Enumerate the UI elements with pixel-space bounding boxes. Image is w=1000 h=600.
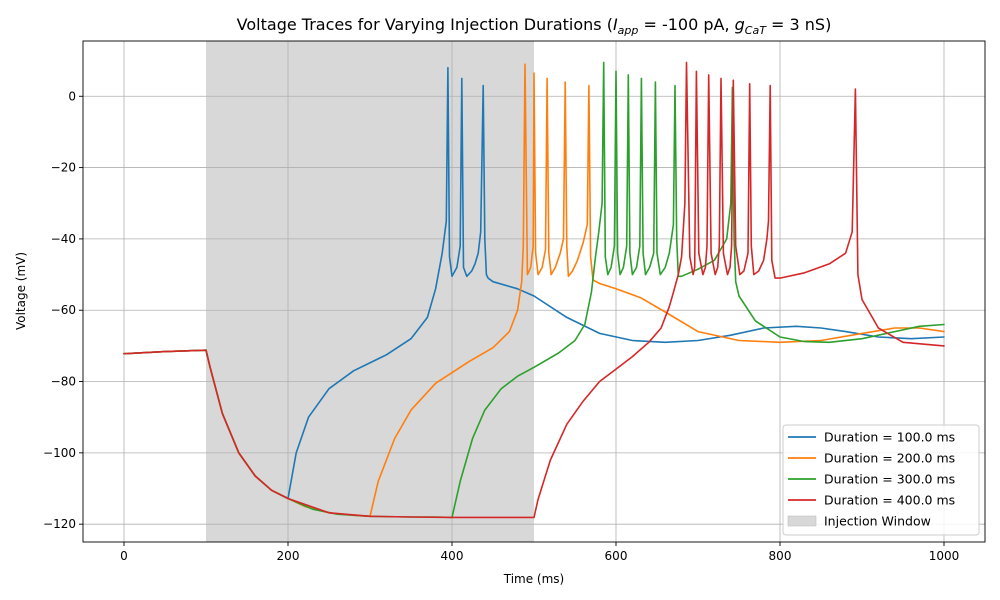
x-axis-label: Time (ms)	[503, 572, 565, 586]
title-var-g: g	[735, 15, 745, 34]
y-tick-label: −100	[43, 446, 76, 460]
axes-frame	[82, 40, 986, 543]
y-axis-label: Voltage (mV)	[14, 252, 28, 330]
title-mid: = -100 pA,	[638, 15, 734, 34]
x-tick-label: 800	[769, 549, 792, 563]
legend: Duration = 100.0 ms Duration = 200.0 ms Du…	[782, 424, 980, 536]
legend-box	[782, 424, 980, 536]
title-suffix: = 3 nS)	[766, 15, 831, 34]
legend-label-3: Duration = 300.0 ms	[824, 472, 955, 487]
legend-swatch-window	[787, 515, 817, 527]
x-tick-label: 0	[120, 549, 128, 563]
x-tick-label: 1000	[929, 549, 960, 563]
legend-label-1: Duration = 100.0 ms	[824, 430, 955, 445]
y-tick-label: −80	[51, 375, 76, 389]
series-group	[123, 61, 945, 519]
y-tick-label: −60	[51, 303, 76, 317]
title-prefix: Voltage Traces for Varying Injection Dur…	[237, 15, 613, 34]
title-sub-app: app	[618, 24, 639, 37]
chart-title: Voltage Traces for Varying Injection Dur…	[237, 15, 832, 37]
y-tick-label: 0	[68, 89, 76, 103]
series-line-4	[123, 61, 945, 519]
title-sub-cat: CaT	[745, 24, 767, 37]
legend-label-2: Duration = 200.0 ms	[824, 451, 955, 466]
series-line-1	[123, 66, 945, 500]
injection-window-band	[206, 41, 534, 542]
y-tick-label: −20	[51, 161, 76, 175]
y-tick-label: −120	[43, 517, 76, 531]
x-tick-label: 400	[441, 549, 464, 563]
y-tick-label: −40	[51, 232, 76, 246]
x-tick-label: 200	[277, 549, 300, 563]
plot-area: 0 200 400 600 800 1000 −120 −100 −80 −60 −40 −20 0	[43, 40, 986, 563]
x-tick-label: 600	[605, 549, 628, 563]
title-var-i: I	[613, 15, 618, 34]
legend-label-5: Injection Window	[824, 514, 931, 529]
legend-label-4: Duration = 400.0 ms	[824, 493, 955, 508]
